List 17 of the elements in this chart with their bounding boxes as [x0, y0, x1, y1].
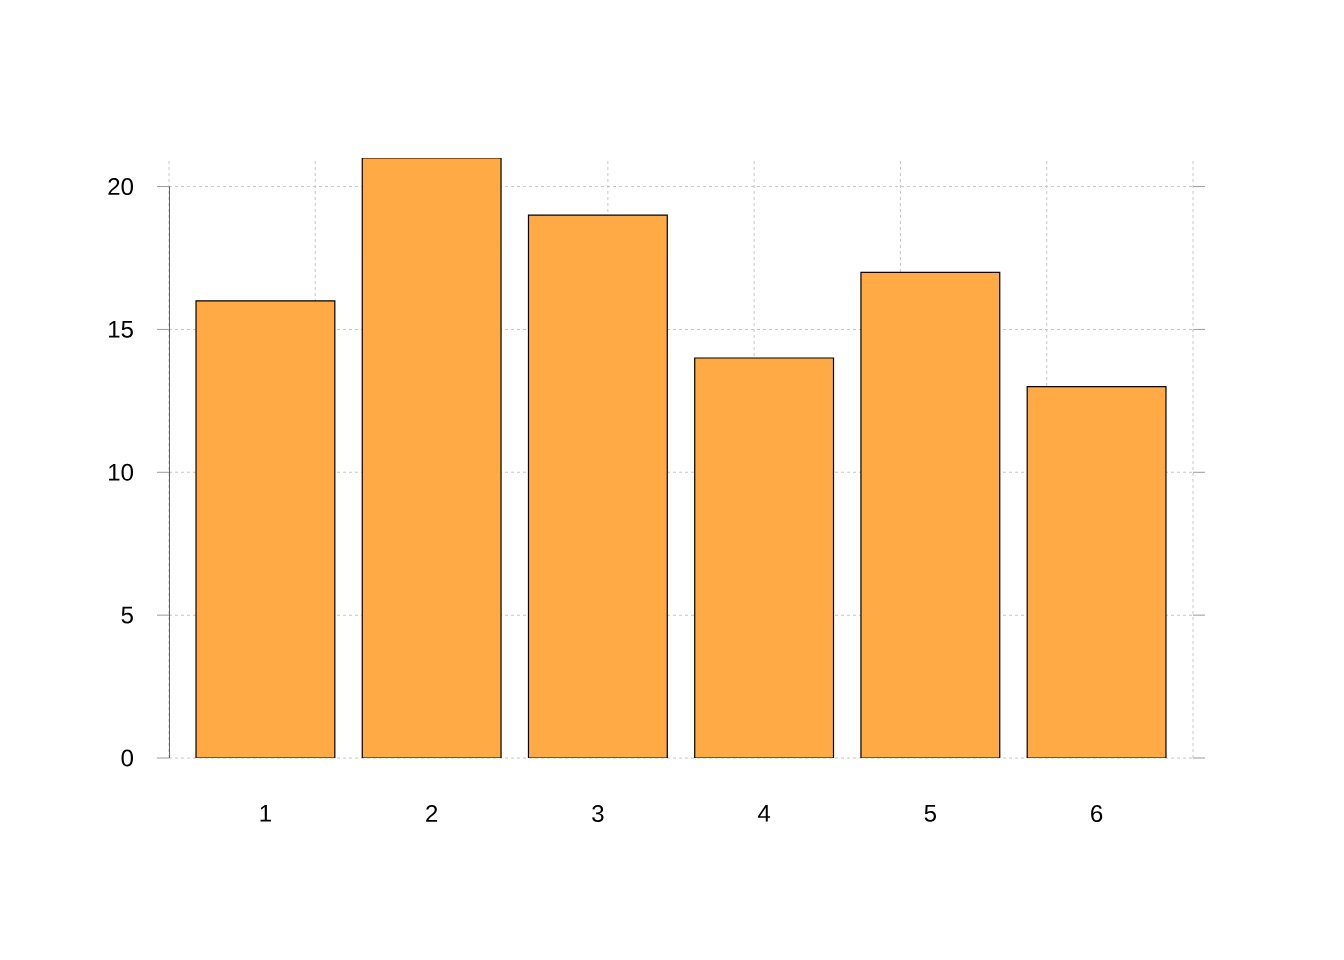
bar: [1026, 385, 1167, 758]
bar: [694, 358, 834, 758]
y-tick-label: 5: [121, 606, 133, 624]
y-tick-label: 15: [109, 321, 133, 338]
x-tick-label: 3: [592, 805, 604, 823]
bar: [528, 215, 668, 758]
x-tick-label: 2: [426, 805, 438, 822]
x-tick-label: 6: [1091, 805, 1103, 823]
bar: [196, 300, 335, 758]
y-tick-label: 20: [108, 178, 134, 196]
x-tick-label: 5: [924, 805, 937, 822]
bar: [860, 272, 1000, 758]
y-tick-label: 0: [121, 749, 134, 767]
y-tick-label: 10: [109, 463, 134, 481]
x-tick-label: 4: [758, 805, 771, 822]
bar: [362, 158, 502, 758]
x-tick-label: 1: [260, 805, 271, 822]
